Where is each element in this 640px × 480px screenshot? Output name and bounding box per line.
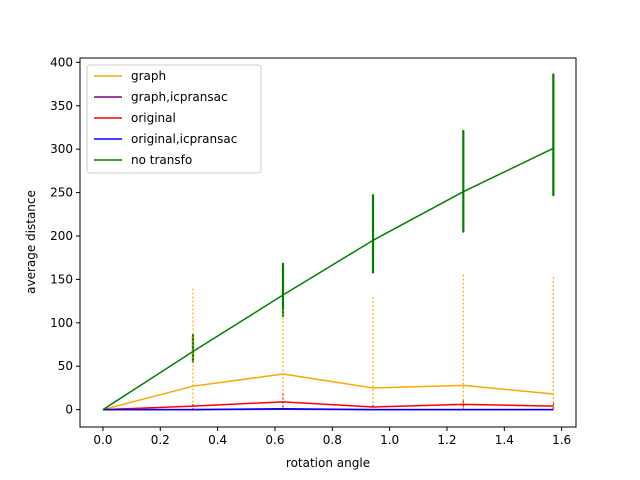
y-tick-label: 100	[50, 316, 73, 330]
y-tick-label: 300	[50, 142, 73, 156]
legend-label: original,icpransac	[131, 132, 237, 146]
legend-label: original	[131, 111, 176, 125]
series-line	[102, 373, 554, 411]
y-tick-label: 0	[65, 403, 73, 417]
y-tick-label: 200	[50, 229, 73, 243]
x-tick-label: 0.4	[208, 433, 227, 447]
x-axis-title: rotation angle	[286, 456, 370, 470]
y-tick-label: 350	[50, 99, 73, 113]
plot-frame	[79, 57, 577, 428]
lines-layer	[102, 147, 554, 411]
legend-label: graph	[131, 69, 166, 83]
x-tick-label: 1.0	[380, 433, 399, 447]
series-line	[102, 408, 554, 411]
y-axis-title: average distance	[24, 190, 38, 294]
x-axis: 0.0 0.2 0.4 0.6 0.8 1.0 1.2 1.4 1.6	[93, 427, 571, 447]
y-tick-label: 250	[50, 186, 73, 200]
y-tick-label: 50	[58, 359, 73, 373]
y-tick-label: 150	[50, 272, 73, 286]
x-tick-label: 0.8	[323, 433, 342, 447]
y-axis: 0 50 100 150 200 250 300 350 400	[50, 55, 80, 417]
series-line	[102, 147, 554, 411]
legend-label: graph,icpransac	[131, 90, 228, 104]
x-tick-label: 0.6	[265, 433, 284, 447]
legend: graph graph,icpransac original original,icp…	[86, 64, 262, 174]
x-tick-label: 0.0	[93, 433, 112, 447]
series-line	[102, 401, 554, 411]
y-tick-label: 400	[50, 55, 73, 69]
x-tick-label: 1.2	[437, 433, 456, 447]
legend-label: no transfo	[131, 153, 192, 167]
legend-box	[86, 64, 262, 174]
x-tick-label: 1.6	[552, 433, 571, 447]
x-tick-label: 0.2	[151, 433, 170, 447]
x-tick-label: 1.4	[495, 433, 514, 447]
